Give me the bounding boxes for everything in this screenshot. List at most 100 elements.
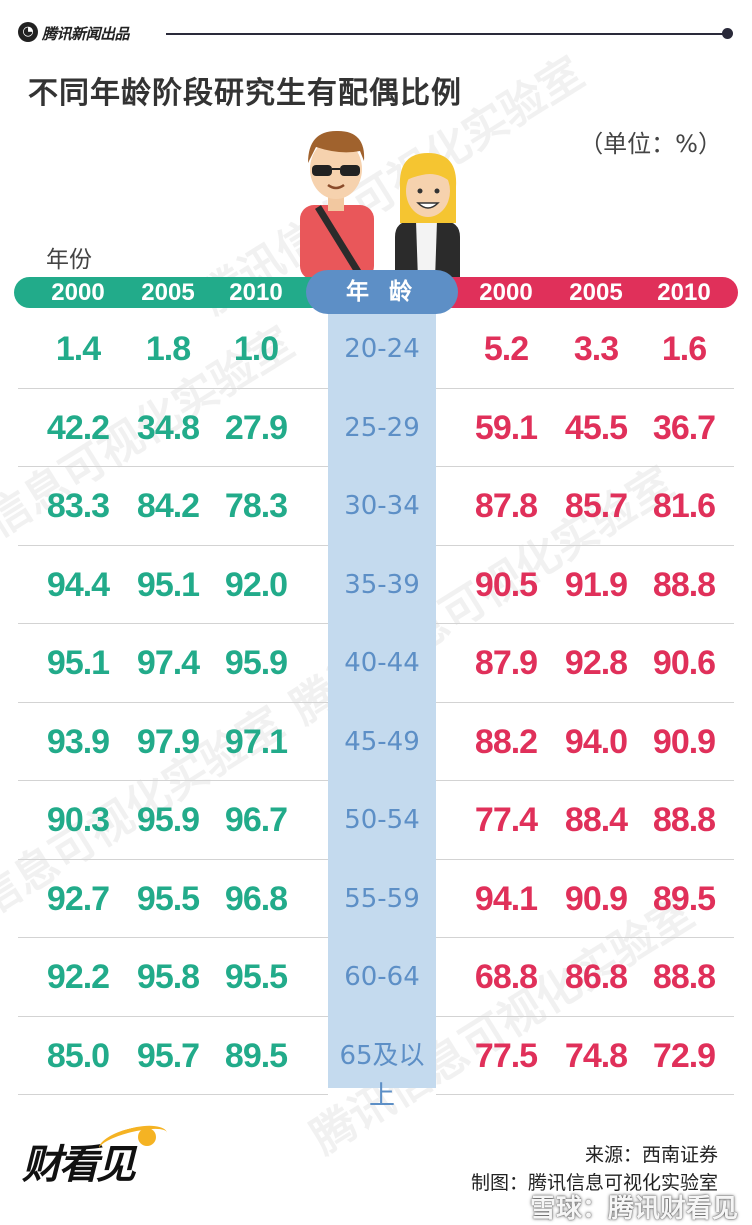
table-cell-right: 72.9 [652,1036,716,1075]
row-divider [18,858,328,860]
row-divider [18,1094,328,1095]
row-divider [436,1094,734,1095]
row-divider [18,387,328,389]
row-divider [18,1015,328,1017]
table-cell-right: 5.2 [483,330,529,368]
table-cell-left: 89.5 [224,1036,288,1075]
row-divider [436,544,734,546]
table-cell-left: 95.5 [136,879,200,918]
header-year-right-2005: 2005 [569,279,623,306]
table-cell-right: 88.8 [652,565,716,604]
year-label: 年份 [46,247,92,273]
age-group-label: 20-24 [344,334,420,364]
row-divider [18,544,328,546]
female-figure-icon [395,153,460,280]
table-cell-right: 77.4 [474,801,538,839]
table-cell-right: 68.8 [474,958,538,996]
male-figure-icon [300,130,374,280]
header-bar-left [14,277,334,308]
table-cell-right: 81.6 [652,487,716,525]
row-divider [436,937,734,938]
header-bar-right [430,277,738,308]
row-divider [18,937,328,938]
row-divider [436,780,734,781]
table-cell-left: 1.8 [145,330,191,368]
header-age-label: 年 龄 [306,270,458,314]
row-divider [436,701,734,703]
table-cell-left: 90.3 [46,801,110,839]
row-divider [436,623,734,624]
row-divider [436,466,734,467]
age-group-label: 35-39 [344,569,420,600]
table-cell-right: 45.5 [564,408,628,447]
unit-label: （单位：%） [579,130,722,158]
row-divider [18,623,328,624]
table-cell-right: 85.7 [564,487,628,525]
header-year-right-2010: 2010 [657,279,711,306]
table-cell-left: 94.4 [46,565,110,604]
table-cell-left: 85.0 [46,1036,110,1075]
table-cell-right: 88.8 [652,801,716,839]
table-cell-left: 97.1 [224,722,288,761]
table-cell-right: 59.1 [474,408,538,447]
table-cell-left: 78.3 [224,487,288,525]
table-cell-right: 1.6 [661,330,707,368]
table-cell-right: 3.3 [573,330,619,368]
table-cell-right: 94.0 [564,722,628,761]
footer-logo: 财看见 [22,1142,136,1188]
table-cell-right: 90.9 [652,722,716,761]
table-cell-right: 88.4 [564,801,628,839]
credit-note: 制图：腾讯信息可视化实验室 [470,1172,718,1194]
table-cell-right: 91.9 [564,565,628,604]
age-group-label: 55-59 [344,883,420,914]
age-group-label: 30-34 [344,491,420,521]
table-cell-left: 92.7 [46,879,110,918]
table-cell-left: 83.3 [46,487,110,525]
table-cell-left: 93.9 [46,722,110,761]
table-cell-left: 95.1 [46,644,110,682]
table-cell-right: 88.8 [652,958,716,996]
table-cell-left: 1.0 [233,330,279,368]
header-year-left-2000: 2000 [51,279,105,306]
page-title: 不同年龄阶段研究生有配偶比例 [28,76,462,111]
footer-logo-swoosh-icon [95,1119,171,1163]
row-divider [436,1015,734,1017]
table-cell-left: 95.1 [136,565,200,604]
table-cell-left: 97.9 [136,722,200,761]
age-group-label: 45-49 [344,726,420,757]
table-cell-left: 96.7 [224,801,288,839]
brand-divider-line [166,33,726,35]
table-cell-right: 87.8 [474,487,538,525]
table-cell-left: 84.2 [136,487,200,525]
row-divider [436,387,734,389]
row-divider [18,780,328,781]
age-group-label: 50-54 [344,805,420,835]
table-cell-left: 95.9 [224,644,288,682]
table-cell-right: 94.1 [474,879,538,918]
age-group-label: 25-29 [344,412,420,443]
row-divider [18,466,328,467]
platform-watermark: 雪球：腾讯财看见 [529,1194,738,1224]
table-cell-right: 87.9 [474,644,538,682]
table-cell-left: 97.4 [136,644,200,682]
table-cell-left: 34.8 [136,408,200,447]
table-cell-right: 92.8 [564,644,628,682]
brand-name: 腾讯新闻出品 [42,26,130,43]
brand-divider-dot [722,28,733,39]
table-cell-right: 88.2 [474,722,538,761]
table-cell-left: 95.5 [224,958,288,996]
table-cell-right: 90.6 [652,644,716,682]
row-divider [18,701,328,703]
table-cell-right: 90.9 [564,879,628,918]
table-cell-left: 27.9 [224,408,288,447]
table-cell-left: 1.4 [55,330,101,368]
table-cell-right: 90.5 [474,565,538,604]
table-cell-left: 92.0 [224,565,288,604]
tencent-news-logo-icon: ◔ [18,22,38,42]
source-note: 来源：西南证券 [584,1144,718,1166]
age-group-label: 60-64 [344,962,420,992]
header-year-left-2005: 2005 [141,279,195,306]
age-group-label: 65及以上 [339,1040,425,1111]
table-cell-right: 89.5 [652,879,716,918]
table-cell-left: 95.9 [136,801,200,839]
